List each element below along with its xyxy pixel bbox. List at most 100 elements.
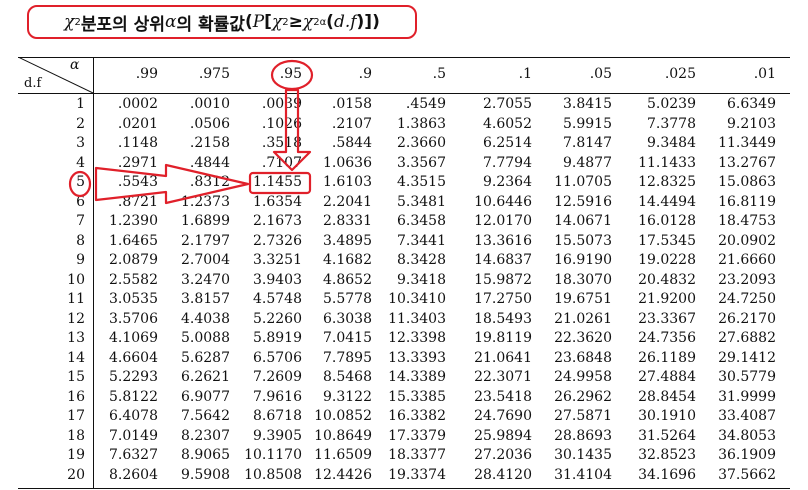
table-cell: .8721 <box>117 193 158 210</box>
table-cell: 4.8652 <box>323 271 372 288</box>
table-cell: 10.8649 <box>314 427 372 444</box>
df-column-divider <box>93 57 94 489</box>
table-cell: 2.7004 <box>181 252 230 268</box>
table-cell: 26.2170 <box>718 310 776 327</box>
column-header-alpha: .01 <box>753 66 776 82</box>
table-cell: 4.1069 <box>109 330 158 346</box>
table-cell: 1.2373 <box>181 193 230 210</box>
table-cell: 11.3403 <box>388 310 446 327</box>
table-cell: 7.5642 <box>181 408 230 424</box>
table-cell: 24.7356 <box>638 330 696 346</box>
table-cell: 23.6848 <box>554 349 612 366</box>
corner-alpha-label: α <box>70 57 80 73</box>
title-text-part2: 의 확률값 <box>176 14 245 35</box>
table-cell: 7.9616 <box>253 388 302 405</box>
table-cell: 1.2390 <box>109 213 158 229</box>
title-sup-b: 2 <box>282 16 289 28</box>
table-cell: 9.2103 <box>727 115 776 132</box>
row-df-label: 15 <box>67 369 85 385</box>
table-cell: 15.9872 <box>474 271 532 288</box>
table-cell: 8.5468 <box>323 369 372 385</box>
row-df-label: 12 <box>67 310 85 327</box>
table-cell: 22.3071 <box>474 369 532 385</box>
table-cell: 3.4895 <box>323 232 372 249</box>
table-cell: .0201 <box>117 115 158 132</box>
row-df-label: 8 <box>76 232 85 249</box>
table-cell: 2.1673 <box>253 213 302 229</box>
table-cell: 5.3481 <box>397 193 446 210</box>
row-df-label: 13 <box>67 330 85 346</box>
title-chi-b: χ <box>271 12 283 32</box>
table-bottom-rule <box>18 488 790 489</box>
row-df-label: 20 <box>67 466 85 483</box>
table-cell: 9.3484 <box>647 135 696 151</box>
table-cell: 3.0535 <box>109 291 158 307</box>
table-top-rule <box>18 57 790 58</box>
table-cell: 12.8325 <box>638 174 696 190</box>
table-cell: 19.6751 <box>554 291 612 307</box>
table-cell: 30.5779 <box>718 369 776 385</box>
table-cell: 17.2750 <box>474 291 532 307</box>
table-cell: 8.9065 <box>181 447 230 463</box>
table-cell: 15.0863 <box>718 174 776 190</box>
table-cell: 9.5908 <box>181 466 230 483</box>
table-cell: .4549 <box>405 96 446 112</box>
table-cell: 11.3449 <box>718 135 776 151</box>
table-cell: 11.6509 <box>314 447 372 463</box>
table-cell: 7.3441 <box>397 232 446 249</box>
corner-diagonal <box>18 57 94 93</box>
table-cell: .2158 <box>189 135 230 151</box>
table-cell: 34.1696 <box>638 466 696 483</box>
row-df-label: 18 <box>67 427 85 444</box>
table-cell: 7.8147 <box>563 135 612 151</box>
table-cell: 6.5706 <box>253 349 302 366</box>
table-cell: 27.2036 <box>474 447 532 463</box>
table-cell: 13.2767 <box>718 154 776 171</box>
table-cell: 7.7794 <box>483 154 532 171</box>
table-cell: 3.3567 <box>397 154 446 171</box>
table-cell: 6.4078 <box>109 408 158 424</box>
column-header-alpha: .99 <box>135 66 158 82</box>
table-cell: 7.2609 <box>253 369 302 385</box>
table-cell: 21.0641 <box>474 349 532 366</box>
column-header-alpha: .025 <box>664 66 696 82</box>
table-cell: 6.3458 <box>397 213 446 229</box>
row-df-label: 10 <box>67 271 85 288</box>
table-cell: 4.6052 <box>483 115 532 132</box>
corner-df-label: d.f <box>24 76 42 91</box>
table-cell: 5.2293 <box>109 369 158 385</box>
table-cell: 36.1909 <box>718 447 776 463</box>
table-cell: .4844 <box>189 154 230 171</box>
table-cell: 1.6354 <box>253 193 302 210</box>
table-cell: 14.4494 <box>638 193 696 210</box>
table-cell: 9.4877 <box>563 154 612 171</box>
table-cell: 6.3038 <box>323 310 372 327</box>
table-cell: 1.6103 <box>323 174 372 190</box>
table-cell: 18.3070 <box>554 271 612 288</box>
title-paren-open: ( <box>244 12 253 32</box>
table-cell: 8.3428 <box>397 252 446 268</box>
table-cell: 19.0228 <box>638 252 696 268</box>
table-cell: 7.7895 <box>323 349 372 366</box>
table-cell: 10.8508 <box>244 466 302 483</box>
table-cell: 12.0170 <box>474 213 532 229</box>
column-header-alpha: .975 <box>198 66 230 82</box>
table-cell: 4.5748 <box>253 291 302 307</box>
table-cell: 13.3393 <box>388 349 446 366</box>
table-cell: 28.8693 <box>554 427 612 444</box>
table-cell: 9.2364 <box>483 174 532 190</box>
table-cell: 4.3515 <box>397 174 446 190</box>
table-cell: 9.3905 <box>253 427 302 444</box>
table-cell: 1.6465 <box>109 232 158 249</box>
row-df-label: 6 <box>76 193 85 210</box>
table-cell: 2.3660 <box>397 135 446 151</box>
table-cell: 34.8053 <box>718 427 776 444</box>
table-header-rule <box>18 93 790 94</box>
table-cell: 20.0902 <box>718 232 776 249</box>
table-cell: 14.3389 <box>388 369 446 385</box>
table-cell: 30.1435 <box>554 447 612 463</box>
row-df-label: 11 <box>67 291 85 307</box>
column-header-alpha: .5 <box>432 66 446 82</box>
table-cell: .2107 <box>331 115 372 132</box>
table-cell: 10.1170 <box>244 447 302 463</box>
